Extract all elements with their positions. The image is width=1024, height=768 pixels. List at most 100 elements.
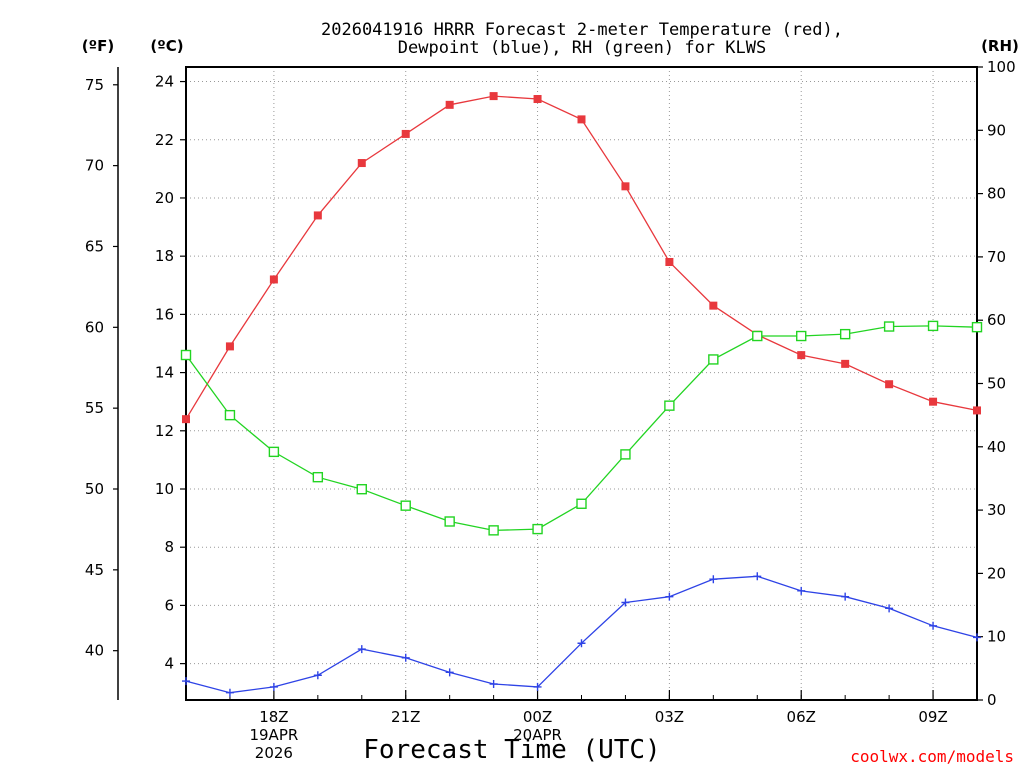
data-point [839,328,851,340]
data-point [664,400,675,411]
c-tick-label: 14 [155,364,174,382]
rh-tick-label: 80 [987,185,1006,203]
f-tick-label: 40 [85,642,104,660]
data-point [621,182,630,191]
celsius-axis-unit: (ºC) [150,37,183,55]
data-point [797,351,806,360]
data-point [753,572,762,581]
data-point [841,592,850,601]
f-tick-label: 60 [85,318,104,336]
data-point [796,330,807,342]
c-tick-label: 12 [155,422,174,440]
data-point [401,129,410,138]
x-tick-label: 20APR [513,726,562,744]
f-tick-label: 50 [85,480,104,498]
data-point [797,586,806,595]
data-point [885,604,894,613]
data-point [313,211,322,220]
rh-tick-label: 0 [987,691,997,709]
x-tick-label: 00Z [523,708,552,726]
x-tick-label: 21Z [391,708,420,726]
data-point [841,359,850,368]
chart-title-line2: Dewpoint (blue), RH (green) for KLWS [398,38,766,58]
data-point [665,592,674,601]
data-point [973,633,981,642]
c-tick-label: 24 [155,73,174,91]
c-tick-label: 22 [155,131,174,149]
rh-tick-label: 40 [987,438,1006,456]
data-point [752,330,763,342]
fahrenheit-axis: 40 45 50 55 60 65 70 75 [85,76,118,660]
c-tick-label: 4 [164,655,174,673]
c-tick-label: 6 [164,596,174,614]
rh-tick-label: 60 [987,311,1006,329]
data-point [182,677,190,686]
data-point [577,115,586,124]
credit-text: coolwx.com/models [850,747,1014,766]
series-line [185,95,978,420]
data-point [973,406,981,415]
rh-tick-label: 20 [987,564,1006,582]
x-tick-label: 06Z [787,708,816,726]
data-point [225,342,234,351]
x-tick-label: 18Z [259,708,288,726]
data-point [444,516,455,527]
rh-tick-label: 90 [987,121,1006,139]
data-point [929,397,938,406]
data-point [927,320,939,332]
f-tick-label: 45 [85,561,104,579]
rh-tick-label: 10 [987,628,1006,646]
data-point [401,653,410,662]
c-tick-label: 16 [155,305,174,323]
f-tick-label: 70 [85,157,104,175]
f-tick-label: 55 [85,399,104,417]
series-rh [180,320,983,536]
data-point [883,321,895,332]
f-tick-label: 65 [85,237,104,255]
rh-axis-unit: (RH) [981,37,1019,55]
fahrenheit-axis-unit: (ºF) [82,37,114,55]
series-line [185,575,978,694]
data-point [312,471,324,483]
data-point [488,525,499,536]
data-point [357,645,366,654]
data-point [489,92,498,101]
x-tick-label: 03Z [655,708,684,726]
c-tick-label: 10 [155,480,174,498]
data-point [929,621,938,630]
x-axis-label: Forecast Time (UTC) [363,735,660,765]
data-point [620,449,631,460]
data-point [356,484,367,495]
data-point [621,598,630,607]
data-point [357,159,366,168]
rh-tick-label: 50 [987,375,1006,393]
data-point [269,682,278,691]
x-tick-label: 09Z [918,708,947,726]
f-tick-label: 75 [85,76,104,94]
data-point [489,679,498,688]
data-point [180,349,192,361]
series-layer [180,92,983,697]
data-point [225,688,234,697]
data-point [445,668,454,677]
data-point [533,95,542,104]
series-dewpoint [182,572,981,697]
data-point [268,446,280,458]
rh-tick-label: 100 [987,58,1016,76]
data-point [971,321,983,333]
data-point [533,682,542,691]
data-point [577,639,586,648]
data-point [532,523,543,535]
data-point [445,100,454,109]
c-tick-label: 18 [155,247,174,265]
data-point [313,671,322,680]
grid-lines [186,67,977,700]
data-point [400,500,411,511]
data-point [708,354,719,365]
rh-axis: 0 10 20 30 40 50 60 70 80 90 100 [977,58,1016,709]
rh-tick-label: 30 [987,501,1006,519]
data-point [885,380,894,389]
x-tick-label: 2026 [255,744,293,762]
